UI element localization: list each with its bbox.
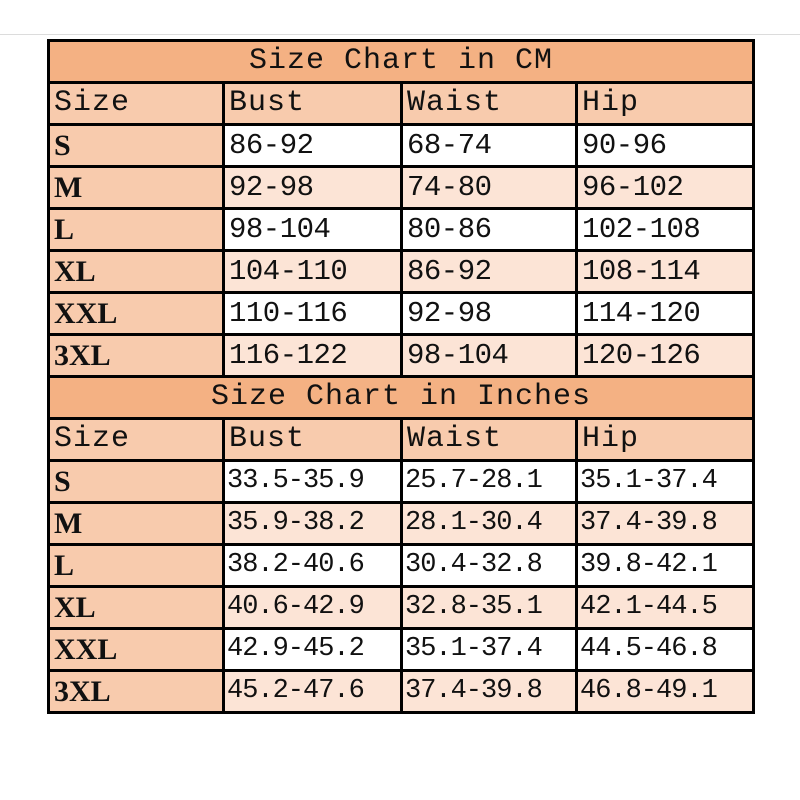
- measurement-cell: 92-98: [222, 165, 403, 210]
- measurement-cell: 116-122: [222, 333, 403, 378]
- column-header: Hip: [575, 417, 755, 462]
- measurement-cell: 37.4-39.8: [400, 669, 578, 714]
- measurement-cell: 44.5-46.8: [575, 627, 755, 672]
- measurement-cell: 35.1-37.4: [575, 459, 755, 504]
- size-chart-table: Size Chart in CM Size Bust Waist Hip S 86-92 68…: [47, 39, 755, 714]
- column-header: Size: [47, 417, 225, 462]
- column-header: Bust: [222, 81, 403, 126]
- table-row: 3XL 45.2-47.6 37.4-39.8 46.8-49.1: [47, 669, 755, 714]
- column-header: Hip: [575, 81, 755, 126]
- table-row: M 92-98 74-80 96-102: [47, 165, 755, 210]
- measurement-cell: 35.1-37.4: [400, 627, 578, 672]
- measurement-cell: 39.8-42.1: [575, 543, 755, 588]
- measurement-cell: 35.9-38.2: [222, 501, 403, 546]
- size-label: L: [47, 543, 225, 588]
- table-row: S 86-92 68-74 90-96: [47, 123, 755, 168]
- table-row: XL 104-110 86-92 108-114: [47, 249, 755, 294]
- column-header: Bust: [222, 417, 403, 462]
- measurement-cell: 37.4-39.8: [575, 501, 755, 546]
- size-label: XXL: [47, 291, 225, 336]
- measurement-cell: 98-104: [222, 207, 403, 252]
- size-label: S: [47, 123, 225, 168]
- cm-table-title: Size Chart in CM: [47, 39, 755, 84]
- size-label: XL: [47, 585, 225, 630]
- measurement-cell: 46.8-49.1: [575, 669, 755, 714]
- measurement-cell: 42.1-44.5: [575, 585, 755, 630]
- measurement-cell: 28.1-30.4: [400, 501, 578, 546]
- size-label: 3XL: [47, 669, 225, 714]
- measurement-cell: 90-96: [575, 123, 755, 168]
- size-label: M: [47, 501, 225, 546]
- size-label: 3XL: [47, 333, 225, 378]
- table-row: L 38.2-40.6 30.4-32.8 39.8-42.1: [47, 543, 755, 588]
- measurement-cell: 68-74: [400, 123, 578, 168]
- measurement-cell: 25.7-28.1: [400, 459, 578, 504]
- measurement-cell: 98-104: [400, 333, 578, 378]
- size-label: XL: [47, 249, 225, 294]
- column-header: Waist: [400, 81, 578, 126]
- measurement-cell: 114-120: [575, 291, 755, 336]
- measurement-cell: 108-114: [575, 249, 755, 294]
- column-header: Waist: [400, 417, 578, 462]
- size-label: XXL: [47, 627, 225, 672]
- table-row: XXL 42.9-45.2 35.1-37.4 44.5-46.8: [47, 627, 755, 672]
- cm-header-row: Size Bust Waist Hip: [47, 81, 755, 126]
- table-row: L 98-104 80-86 102-108: [47, 207, 755, 252]
- size-label: M: [47, 165, 225, 210]
- measurement-cell: 110-116: [222, 291, 403, 336]
- measurement-cell: 102-108: [575, 207, 755, 252]
- size-label: S: [47, 459, 225, 504]
- size-label: L: [47, 207, 225, 252]
- measurement-cell: 86-92: [400, 249, 578, 294]
- inches-table-title: Size Chart in Inches: [47, 375, 755, 420]
- table-row: M 35.9-38.2 28.1-30.4 37.4-39.8: [47, 501, 755, 546]
- measurement-cell: 104-110: [222, 249, 403, 294]
- measurement-cell: 120-126: [575, 333, 755, 378]
- table-row: 3XL 116-122 98-104 120-126: [47, 333, 755, 378]
- measurement-cell: 32.8-35.1: [400, 585, 578, 630]
- measurement-cell: 74-80: [400, 165, 578, 210]
- measurement-cell: 80-86: [400, 207, 578, 252]
- cm-title-row: Size Chart in CM: [47, 39, 755, 84]
- measurement-cell: 42.9-45.2: [222, 627, 403, 672]
- table-row: S 33.5-35.9 25.7-28.1 35.1-37.4: [47, 459, 755, 504]
- measurement-cell: 92-98: [400, 291, 578, 336]
- measurement-cell: 30.4-32.8: [400, 543, 578, 588]
- table-row: XL 40.6-42.9 32.8-35.1 42.1-44.5: [47, 585, 755, 630]
- measurement-cell: 33.5-35.9: [222, 459, 403, 504]
- measurement-cell: 38.2-40.6: [222, 543, 403, 588]
- measurement-cell: 96-102: [575, 165, 755, 210]
- inches-title-row: Size Chart in Inches: [47, 375, 755, 420]
- measurement-cell: 45.2-47.6: [222, 669, 403, 714]
- inches-header-row: Size Bust Waist Hip: [47, 417, 755, 462]
- column-header: Size: [47, 81, 225, 126]
- measurement-cell: 86-92: [222, 123, 403, 168]
- measurement-cell: 40.6-42.9: [222, 585, 403, 630]
- table-row: XXL 110-116 92-98 114-120: [47, 291, 755, 336]
